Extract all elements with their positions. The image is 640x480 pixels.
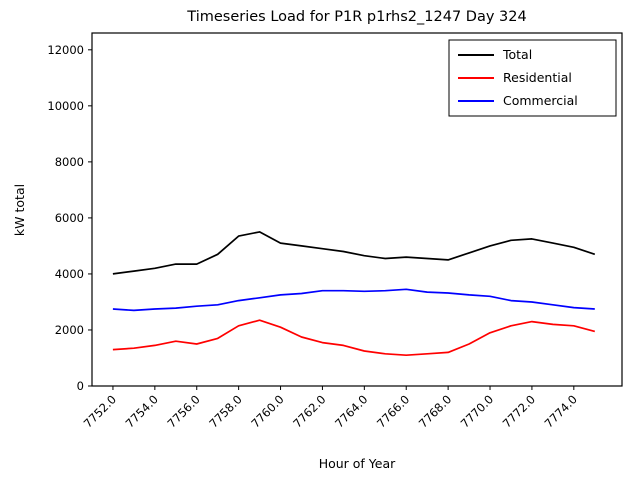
x-axis-ticks: 7752.0 7754.0 7756.0 7758.0 7760.0 7762.0 7764… xyxy=(81,386,580,431)
legend-entry-commercial: Commercial xyxy=(458,93,578,108)
series-line-total xyxy=(112,231,596,275)
chart-title: Timeseries Load for P1R p1rhs2_1247 Day … xyxy=(186,9,526,25)
x-tick-label: 7758.0 xyxy=(206,392,244,430)
x-tick-label: 7766.0 xyxy=(374,392,412,430)
series-line-commercial xyxy=(112,288,595,312)
x-tick-label: 7768.0 xyxy=(416,392,454,430)
y-tick-label: 4000 xyxy=(55,267,84,281)
legend: Total Residential Commercial xyxy=(448,39,617,117)
legend-entry-residential: Residential xyxy=(458,70,572,85)
y-tick-label: 8000 xyxy=(55,155,84,169)
x-tick-label: 7754.0 xyxy=(123,392,161,430)
x-tick-label: 7764.0 xyxy=(332,392,370,430)
x-tick-label: 7756.0 xyxy=(165,392,203,430)
plot-series xyxy=(112,231,596,357)
x-tick-label: 7772.0 xyxy=(500,392,538,430)
y-tick-label: 6000 xyxy=(55,211,84,225)
legend-label-commercial: Commercial xyxy=(503,93,578,108)
x-tick-label: 7762.0 xyxy=(290,392,328,430)
plot-border xyxy=(91,32,623,387)
x-axis-label: Hour of Year xyxy=(319,456,396,471)
series-line-residential xyxy=(112,319,596,357)
y-tick-label: 2000 xyxy=(55,323,84,337)
y-axis-label: kW total xyxy=(12,184,27,236)
legend-label-total: Total xyxy=(502,47,532,62)
x-tick-label: 7774.0 xyxy=(542,392,580,430)
y-tick-label: 0 xyxy=(77,379,84,393)
legend-entry-total: Total xyxy=(458,47,532,62)
legend-label-residential: Residential xyxy=(503,70,572,85)
y-tick-label: 12000 xyxy=(47,43,84,57)
y-axis-ticks: 0 2000 4000 6000 8000 10000 12000 xyxy=(47,43,92,393)
x-tick-label: 7770.0 xyxy=(458,392,496,430)
x-tick-label: 7760.0 xyxy=(248,392,286,430)
x-tick-label: 7752.0 xyxy=(81,392,119,430)
y-tick-label: 10000 xyxy=(47,99,84,113)
